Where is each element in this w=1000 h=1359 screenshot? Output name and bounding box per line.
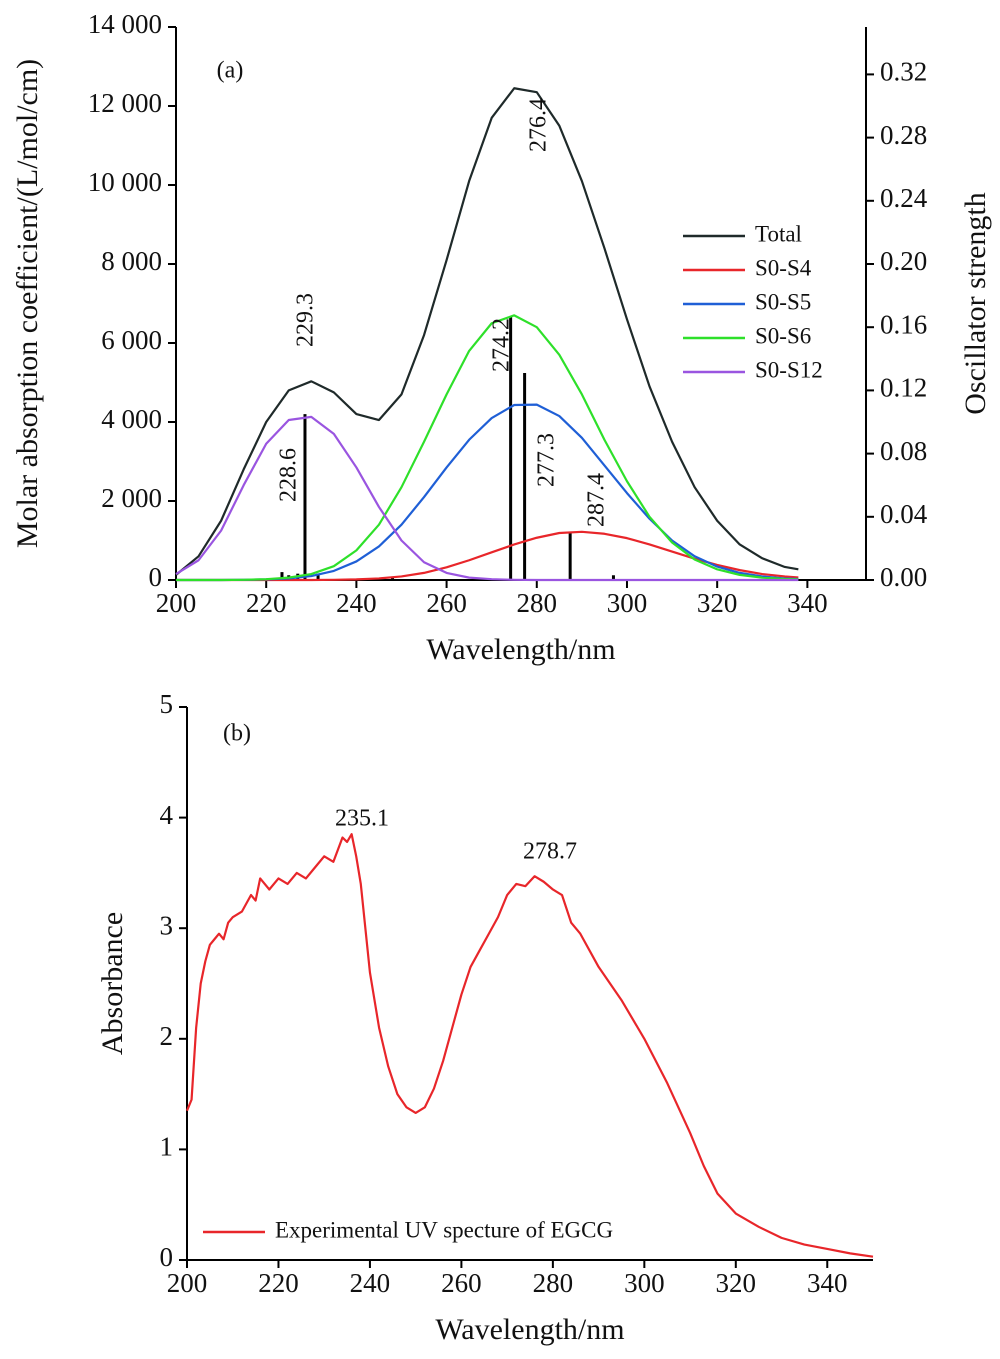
legend-label: Total [755, 221, 802, 246]
x-tick-label: 320 [697, 588, 738, 618]
y-tick-label: 1 [160, 1132, 174, 1162]
y-tick-label: 10 000 [88, 167, 162, 197]
y2-tick-label: 0.00 [880, 562, 927, 592]
y-axis-title: Absorbance [96, 912, 129, 1055]
y-tick-label: 0 [160, 1242, 174, 1272]
annotation: 229.3 [293, 293, 319, 347]
y-tick-label: 4 [160, 800, 174, 830]
x-tick-label: 340 [807, 1268, 848, 1298]
y-tick-label: 2 [160, 1021, 174, 1051]
x-tick-label: 220 [246, 588, 287, 618]
y2-axis-title: Oscillator strength [959, 192, 992, 414]
annotation: 276.4 [526, 98, 552, 152]
legend-label: S0-S12 [755, 357, 823, 382]
annotation: 274.2 [489, 318, 515, 372]
y-axis-title: Molar absorption coefficient/(L/mol/cm) [11, 59, 44, 548]
series-line [176, 530, 799, 582]
y2-tick-label: 0.24 [880, 183, 928, 213]
x-tick-label: 200 [167, 1268, 208, 1298]
legend-label: Experimental UV specture of EGCG [275, 1217, 613, 1242]
y-tick-label: 2 000 [101, 483, 162, 513]
annotation: (b) [223, 721, 251, 747]
annotation: 277.3 [534, 433, 560, 487]
x-tick-label: 260 [426, 588, 467, 618]
x-tick-label: 240 [350, 1268, 391, 1298]
x-tick-label: 220 [258, 1268, 299, 1298]
y2-tick-label: 0.28 [880, 120, 927, 150]
y-tick-label: 4 000 [101, 404, 162, 434]
x-tick-label: 200 [156, 588, 197, 618]
y-tick-label: 5 [160, 689, 174, 719]
y-tick-label: 6 000 [101, 325, 162, 355]
x-tick-label: 300 [607, 588, 648, 618]
y-tick-label: 0 [149, 562, 163, 592]
series-line [175, 87, 799, 576]
y-tick-label: 12 000 [88, 88, 162, 118]
y-tick-label: 14 000 [88, 9, 162, 39]
x-tick-label: 300 [624, 1268, 665, 1298]
annotation: 228.6 [276, 448, 302, 502]
legend-label: S0-S6 [755, 323, 811, 348]
legend-label: S0-S4 [755, 255, 812, 280]
x-axis-title: Wavelength/nm [426, 633, 615, 666]
legend-label: S0-S5 [755, 289, 811, 314]
annotation: 287.4 [584, 473, 610, 527]
series-line [176, 314, 799, 582]
y2-tick-label: 0.04 [880, 499, 928, 529]
annotation: 235.1 [335, 806, 389, 832]
series-line [185, 833, 874, 1258]
y2-tick-label: 0.16 [880, 309, 927, 339]
x-tick-label: 320 [716, 1268, 757, 1298]
y2-tick-label: 0.08 [880, 436, 927, 466]
x-tick-label: 340 [787, 588, 828, 618]
y2-tick-label: 0.32 [880, 57, 927, 87]
x-tick-label: 260 [441, 1268, 482, 1298]
x-tick-label: 280 [533, 1268, 574, 1298]
y2-tick-label: 0.20 [880, 246, 927, 276]
annotation: 278.7 [523, 839, 577, 865]
y-tick-label: 8 000 [101, 246, 162, 276]
x-tick-label: 280 [517, 588, 558, 618]
y2-tick-label: 0.12 [880, 373, 927, 403]
x-tick-label: 240 [336, 588, 377, 618]
y-tick-label: 3 [160, 910, 174, 940]
annotation: (a) [217, 58, 244, 84]
x-axis-title: Wavelength/nm [435, 1313, 624, 1346]
series-line [175, 415, 799, 582]
